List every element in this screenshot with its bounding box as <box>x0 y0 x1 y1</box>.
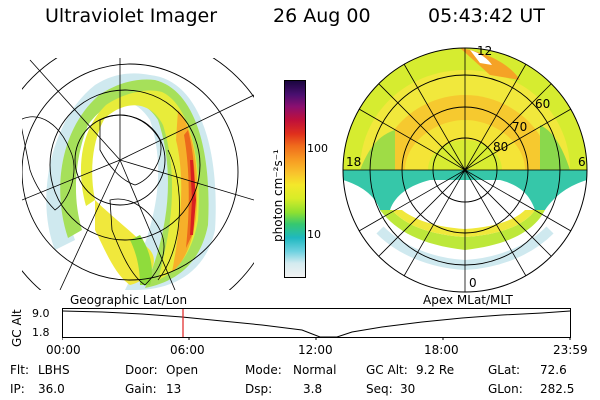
timeline-xtick-1200: 12:00 <box>298 343 333 357</box>
mode-value: Normal <box>293 363 337 377</box>
timeline-xtick-0600: 06:00 <box>170 343 205 357</box>
mlat-label-60: 60 <box>535 97 551 111</box>
gcalt-label: GC Alt: <box>366 363 408 377</box>
magnetic-caption: Apex MLat/MLT <box>423 293 513 307</box>
glat-value: 72.6 <box>540 363 567 377</box>
colorbar <box>284 80 306 278</box>
gain-value: 13 <box>166 382 182 396</box>
gcalt-value: 9.2 Re <box>416 363 455 377</box>
timeline-ytick-9: 9.0 <box>32 307 50 320</box>
timeline-plot <box>62 308 571 340</box>
colorbar-unit-label: photon cm⁻²s⁻¹ <box>271 149 285 242</box>
filter-value: LBHS <box>38 363 70 377</box>
timeline-xtick-1800: 18:00 <box>424 343 459 357</box>
magnetic-polar-image <box>342 47 588 293</box>
seq-label: Seq: <box>366 382 393 396</box>
timeline-ytick-1.8: 1.8 <box>32 326 50 339</box>
colorbar-tick-10: 10 <box>307 228 321 241</box>
mode-label: Mode: <box>245 363 282 377</box>
mlt-label-0: 0 <box>469 276 477 290</box>
geographic-image <box>22 58 254 290</box>
colorbar-tick-100: 100 <box>307 142 328 155</box>
mlt-label-6: 6 <box>578 155 586 169</box>
mlt-label-18: 18 <box>346 155 362 169</box>
door-label: Door: <box>125 363 158 377</box>
glat-label: GLat: <box>488 363 521 377</box>
observation-date: 26 Aug 00 <box>273 5 371 27</box>
mlt-label-12: 12 <box>477 44 493 58</box>
dsp-value: 3.8 <box>303 382 323 396</box>
mlat-label-70: 70 <box>512 120 528 134</box>
mlat-label-80: 80 <box>493 140 509 154</box>
glon-value: 282.5 <box>540 382 575 396</box>
observation-time: 05:43:42 UT <box>428 5 545 27</box>
seq-value: 30 <box>400 382 416 396</box>
door-value: Open <box>166 363 199 377</box>
ip-value: 36.0 <box>38 382 65 396</box>
gain-label: Gain: <box>125 382 157 396</box>
glon-label: GLon: <box>488 382 523 396</box>
instrument-title: Ultraviolet Imager <box>45 5 218 27</box>
timeline-xtick-0000: 00:00 <box>46 343 81 357</box>
ip-label: IP: <box>10 382 25 396</box>
geographic-caption: Geographic Lat/Lon <box>70 293 188 307</box>
timeline-axis-label: GC Alt <box>10 309 24 347</box>
filter-label: Flt: <box>10 363 29 377</box>
timeline-xtick-2359: 23:59 <box>553 343 588 357</box>
dsp-label: Dsp: <box>245 382 273 396</box>
